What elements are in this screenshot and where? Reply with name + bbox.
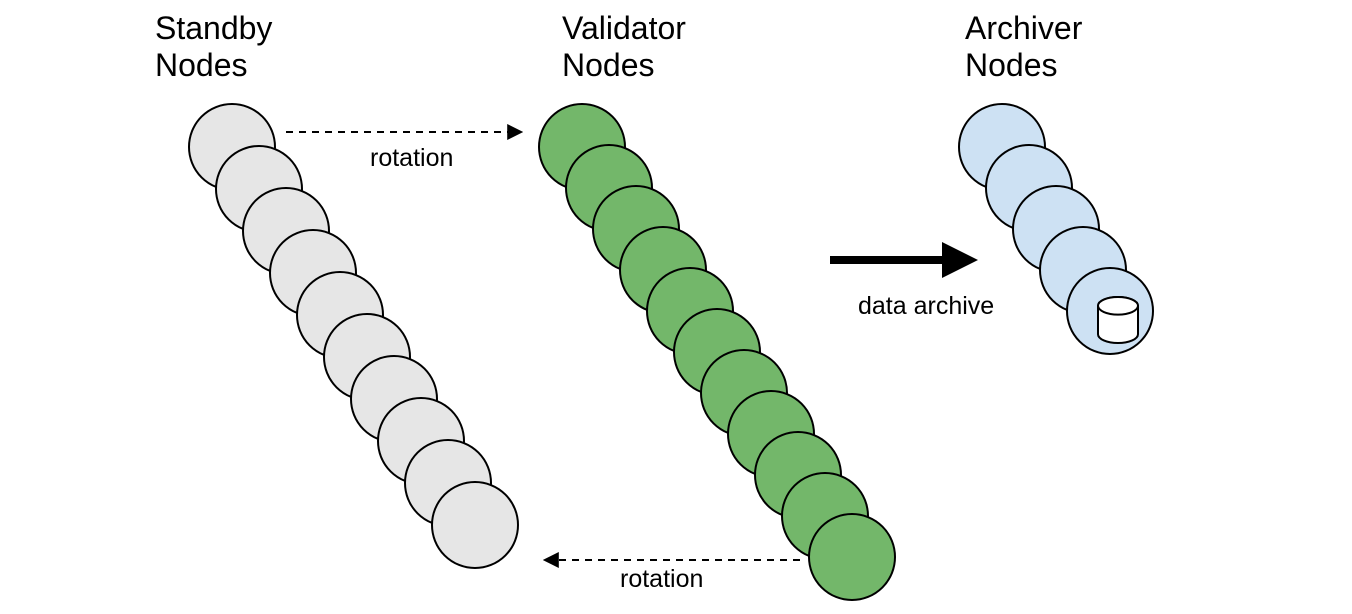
- standby-title: StandbyNodes: [155, 10, 272, 84]
- data-archive-label: data archive: [858, 292, 994, 321]
- archiver-node: [1066, 267, 1154, 355]
- archiver-title: ArchiverNodes: [965, 10, 1082, 84]
- rotation-top-label: rotation: [370, 144, 453, 173]
- rotation-bottom-label: rotation: [620, 565, 703, 594]
- validator-title: ValidatorNodes: [562, 10, 686, 84]
- validator-node: [808, 513, 896, 601]
- standby-node: [431, 481, 519, 569]
